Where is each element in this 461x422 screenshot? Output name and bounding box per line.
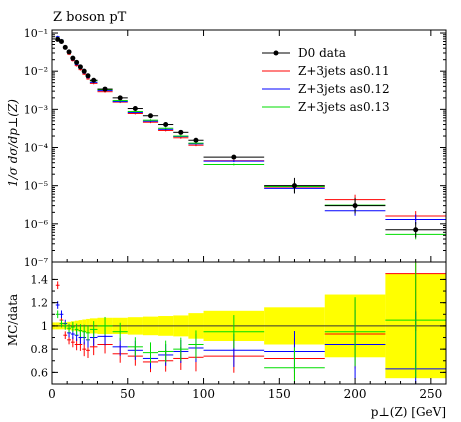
- data-point: [148, 113, 153, 119]
- data-point: [91, 77, 97, 83]
- data-point: [163, 122, 169, 128]
- x-tick-label: 100: [192, 387, 215, 401]
- y-tick-label-bottom: 0.8: [31, 343, 49, 356]
- legend-label: Z+3jets as0.12: [298, 82, 390, 96]
- x-tick-label: 50: [120, 387, 135, 401]
- x-tick-label: 200: [344, 387, 367, 401]
- data-point: [193, 137, 199, 143]
- legend-label: D0 data: [298, 46, 346, 60]
- y-tick-label-top: 10⁻⁶: [24, 218, 49, 231]
- data-point: [85, 73, 91, 79]
- data-point: [102, 86, 108, 92]
- y-tick-label-top: 10⁻³: [24, 103, 48, 116]
- legend-label: Z+3jets as0.13: [298, 100, 390, 114]
- y-tick-label-bottom: 1.4: [31, 273, 49, 286]
- legend: D0 data Z+3jets as0.11 Z+3jets as0.12 Z+3je…: [262, 46, 390, 114]
- y-tick-label-bottom: 1: [41, 320, 48, 333]
- y-tick-label-top: 10⁻⁵: [24, 180, 48, 193]
- data-point: [231, 154, 237, 160]
- data-point: [74, 59, 80, 65]
- y-axis-label-bottom: MC/data: [6, 294, 20, 346]
- y-tick-label-top: 10⁻⁷: [24, 256, 49, 269]
- data-point: [66, 49, 72, 55]
- data-point: [132, 106, 138, 112]
- x-tick-label: 150: [268, 387, 291, 401]
- data-point: [81, 68, 87, 74]
- legend-marker: [273, 50, 279, 56]
- y-tick-label-bottom: 1.2: [31, 297, 49, 310]
- data-point: [352, 203, 358, 209]
- data-point: [58, 38, 64, 44]
- x-tick-label: 250: [419, 387, 442, 401]
- data-point: [55, 36, 61, 42]
- data-point: [70, 55, 76, 61]
- ratio-panel: 0 50 100 150 200 250 0.6 0.8 1 1.2 1.4: [31, 261, 447, 401]
- data-point: [77, 64, 83, 70]
- x-tick-label: 0: [48, 387, 56, 401]
- data-point: [291, 183, 297, 189]
- y-tick-label-top: 10⁻¹: [24, 27, 48, 40]
- data-point: [62, 44, 68, 50]
- y-tick-label-bottom: 0.6: [31, 366, 49, 379]
- y-axis-label-top: 1/σ dσ/dp⊥(Z): [6, 99, 20, 187]
- y-tick-label-top: 10⁻⁴: [24, 142, 49, 155]
- data-point: [413, 227, 419, 233]
- top-panel: 10⁻⁷ 10⁻⁶ 10⁻⁵ 10⁻⁴ 10⁻³ 10⁻² 10⁻¹: [24, 27, 447, 269]
- y-tick-label-top: 10⁻²: [24, 65, 48, 78]
- chart-title: Z boson pT: [53, 10, 127, 25]
- data-point: [117, 95, 123, 101]
- x-axis-label: p⊥(Z) [GeV]: [371, 405, 446, 419]
- data-point: [178, 129, 184, 135]
- legend-label: Z+3jets as0.11: [298, 64, 390, 78]
